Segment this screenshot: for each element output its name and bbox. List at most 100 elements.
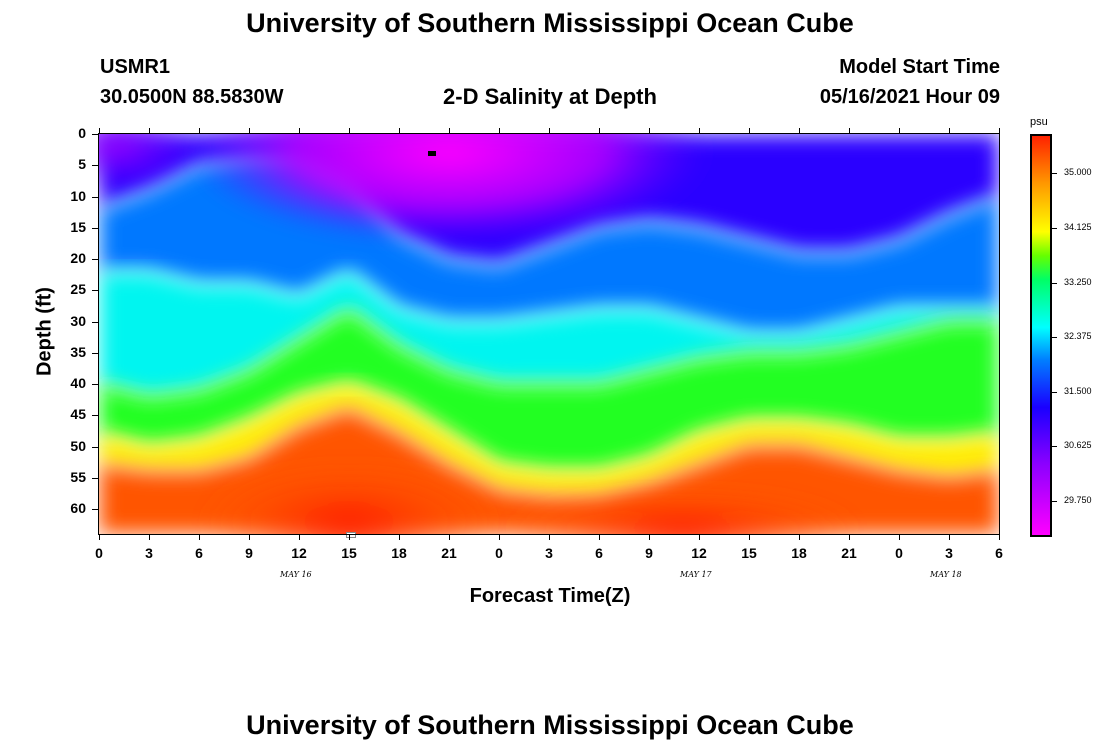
x-tick-mark — [199, 128, 200, 134]
x-tick-label: 18 — [391, 545, 407, 561]
colorbar-tick-label: 32.375 — [1064, 331, 1092, 342]
colorbar-tick-mark — [1051, 173, 1057, 175]
fresh-water-core — [189, 134, 709, 243]
colorbar-tick-mark — [1051, 500, 1057, 502]
x-tick-mark — [149, 128, 150, 134]
x-tick-mark — [449, 128, 450, 134]
x-tick-mark — [949, 128, 950, 134]
x-tick-mark — [899, 128, 900, 134]
x-tick-mark — [799, 128, 800, 134]
x-tick-mark — [949, 534, 950, 540]
x-tick-mark — [499, 128, 500, 134]
y-tick-label: 45 — [70, 406, 86, 423]
y-tick-label: 15 — [70, 218, 86, 235]
x-tick-mark — [899, 534, 900, 540]
y-tick-mark — [92, 165, 99, 167]
colorbar-tick-mark — [1051, 391, 1057, 393]
x-tick-mark — [749, 534, 750, 540]
colorbar-tick-label: 35.000 — [1064, 167, 1092, 178]
x-tick-mark — [849, 534, 850, 540]
x-tick-mark — [399, 534, 400, 540]
x-tick-mark — [349, 128, 350, 134]
y-tick-label: 35 — [70, 343, 86, 360]
x-tick-mark — [99, 128, 100, 134]
y-axis-label: Depth (ft) — [33, 287, 56, 376]
y-tick-mark — [92, 259, 99, 260]
x-tick-label: 3 — [945, 545, 953, 561]
x-tick-mark — [599, 534, 600, 540]
x-tick-mark — [599, 128, 600, 134]
x-tick-label: 21 — [441, 545, 457, 561]
colorbar-tick-mark — [1051, 227, 1057, 229]
x-tick-mark — [849, 128, 850, 134]
colorbar-tick-mark — [1051, 282, 1057, 284]
salinity-heatmap — [99, 134, 999, 534]
x-tick-mark — [299, 128, 300, 134]
y-tick-mark — [92, 509, 99, 510]
x-tick-mark — [449, 534, 450, 540]
y-tick-label: 55 — [70, 468, 86, 485]
colorbar-tick-mark — [1051, 337, 1057, 339]
y-tick-mark — [92, 446, 99, 448]
y-tick-label: 30 — [70, 312, 86, 329]
y-tick-mark — [92, 134, 99, 135]
x-tick-mark — [149, 534, 150, 540]
page-footer-title: University of Southern Mississippi Ocean… — [246, 710, 854, 740]
saline-core-1 — [199, 461, 499, 534]
colorbar-tick-mark — [1051, 446, 1057, 448]
x-tick-mark — [999, 128, 1000, 134]
x-tick-mark — [349, 534, 350, 540]
y-tick-label: 5 — [78, 156, 86, 173]
x-tick-mark — [649, 534, 650, 540]
x-tick-label: 0 — [495, 545, 503, 561]
y-tick-label: 25 — [70, 281, 86, 298]
x-tick-mark — [649, 128, 650, 134]
plot-frame — [98, 133, 1000, 535]
y-tick-mark — [92, 477, 99, 479]
x-tick-mark — [249, 534, 250, 540]
x-tick-mark — [549, 534, 550, 540]
x-tick-label: 6 — [595, 545, 603, 561]
model-start-time: 05/16/2021 Hour 09 — [819, 86, 1000, 108]
date-label: MAY 17 — [680, 570, 712, 579]
x-tick-mark — [399, 128, 400, 134]
model-start-label: Model Start Time — [839, 56, 1000, 78]
x-tick-label: 6 — [195, 545, 203, 561]
x-tick-mark — [249, 128, 250, 134]
x-tick-label: 0 — [895, 545, 903, 561]
colorbar-unit: psu — [1030, 116, 1048, 128]
heatmap-svg — [99, 134, 999, 534]
x-tick-label: 9 — [245, 545, 253, 561]
x-tick-mark — [499, 534, 500, 540]
x-tick-label: 21 — [841, 545, 857, 561]
x-tick-mark — [999, 534, 1000, 540]
x-tick-label: 15 — [341, 545, 357, 561]
x-tick-label: 6 — [995, 545, 1003, 561]
x-tick-label: 12 — [291, 545, 307, 561]
colorbar-tick-label: 29.750 — [1064, 494, 1092, 505]
colorbar-tick-label: 34.125 — [1064, 221, 1092, 232]
station-id: USMR1 — [100, 56, 171, 78]
colorbar — [1030, 134, 1052, 537]
y-tick-mark — [92, 321, 99, 323]
x-tick-label: 0 — [95, 545, 103, 561]
y-tick-mark — [92, 352, 99, 354]
page-title: University of Southern Mississippi Ocean… — [246, 8, 854, 38]
x-tick-mark — [199, 534, 200, 540]
x-tick-label: 15 — [741, 545, 757, 561]
y-tick-mark — [92, 384, 99, 385]
x-tick-mark — [799, 534, 800, 540]
heatmap-band-31-5 — [99, 271, 999, 397]
station-location: 30.0500N 88.5830W — [100, 86, 284, 108]
chart-title: 2-D Salinity at Depth — [443, 84, 657, 109]
x-tick-label: 12 — [691, 545, 707, 561]
y-tick-label: 60 — [70, 500, 86, 516]
y-tick-label: 10 — [70, 187, 86, 204]
y-tick-mark — [92, 415, 99, 417]
y-tick-label: 0 — [78, 125, 86, 141]
x-tick-mark — [299, 534, 300, 540]
y-tick-mark — [92, 196, 99, 198]
x-tick-label: 18 — [791, 545, 807, 561]
x-tick-mark — [699, 534, 700, 540]
x-tick-label: 3 — [545, 545, 553, 561]
